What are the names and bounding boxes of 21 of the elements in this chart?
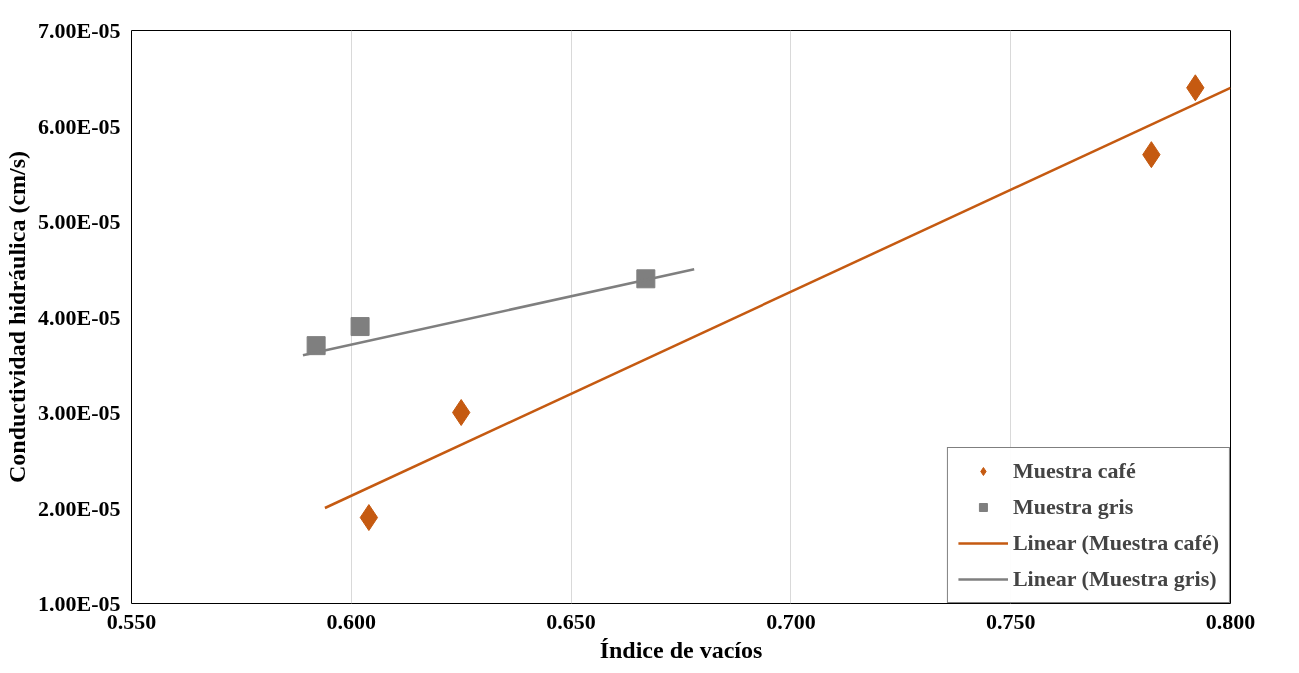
x-tick-label: 0.700 — [766, 608, 816, 634]
y-tick-label: 6.00E-05 — [38, 113, 121, 139]
legend-label: Muestra café — [1012, 458, 1136, 484]
legend-label: Muestra gris — [1012, 494, 1134, 520]
y-tick-label: 3.00E-05 — [38, 400, 121, 425]
legend-label: Linear (Muestra café) — [1012, 530, 1219, 556]
x-axis-title: Índice de vacíos — [599, 636, 763, 663]
y-tick-label: 5.00E-05 — [38, 209, 121, 234]
point — [452, 399, 471, 426]
y-tick-label: 2.00E-05 — [38, 495, 121, 521]
legend-label: Linear (Muestra gris) — [1012, 566, 1217, 592]
x-tick-label: 0.650 — [546, 608, 596, 634]
point — [306, 336, 326, 356]
point — [359, 504, 379, 532]
y-tick-label: 4.00E-05 — [38, 304, 121, 330]
x-tick-label: 0.800 — [1205, 608, 1256, 634]
y-tick-label: 7.00E-05 — [38, 18, 121, 43]
x-tick-label: 0.600 — [326, 608, 377, 634]
y-axis-title: Conductividad hidráulica (cm/s) — [4, 150, 30, 484]
point — [350, 317, 370, 337]
x-tick-label: 0.750 — [985, 608, 1036, 634]
